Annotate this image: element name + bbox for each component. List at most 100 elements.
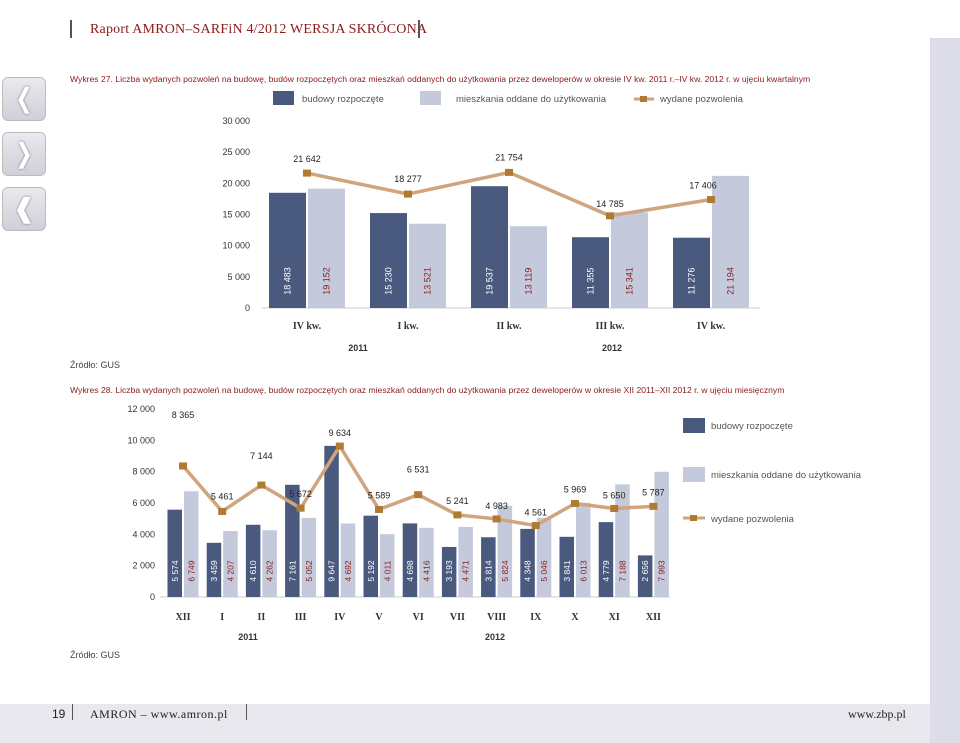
bar-completed xyxy=(576,502,591,597)
bar-completed xyxy=(615,484,630,597)
y-tick-label: 8 000 xyxy=(132,467,155,477)
bar-completed xyxy=(262,530,277,597)
bar-completed xyxy=(340,523,356,597)
permits-marker xyxy=(492,515,501,523)
report-title: Raport AMRON–SARFiN 4/2012 WERSJA SKRÓCO… xyxy=(90,22,428,37)
bar-started xyxy=(441,546,457,597)
y-tick-label: 20 000 xyxy=(222,178,250,188)
permits-marker xyxy=(649,502,658,510)
bar-completed xyxy=(458,526,473,597)
permits-marker xyxy=(505,168,513,176)
data-label-completed: 6 013 xyxy=(578,560,588,582)
y-tick-label: 6 000 xyxy=(132,498,155,508)
header-divider-left xyxy=(70,20,72,38)
footer-amron-link[interactable]: AMRON – www.amron.pl xyxy=(90,707,228,721)
prev-page-button[interactable]: ❬ xyxy=(2,77,46,121)
data-label-permits: 9 634 xyxy=(329,428,352,438)
legend-swatch-started xyxy=(273,91,294,105)
data-label-completed: 7 188 xyxy=(617,560,627,582)
bar-started xyxy=(559,536,574,597)
legend-label-started: budowy rozpoczęte xyxy=(711,421,793,432)
bar-started xyxy=(363,515,378,597)
x-category-label: III kw. xyxy=(596,321,625,332)
y-tick-label: 10 000 xyxy=(222,241,250,251)
x-category-label: I kw. xyxy=(397,321,419,332)
data-label-started: 2 656 xyxy=(640,560,650,582)
data-label-permits: 5 241 xyxy=(446,496,469,506)
bar-completed xyxy=(497,505,513,597)
data-label-completed: 4 262 xyxy=(265,560,275,582)
chart28-caption: Wykres 28. Liczba wydanych pozwoleń na b… xyxy=(70,385,785,395)
data-label-started: 4 610 xyxy=(248,560,258,582)
x-category-label: VI xyxy=(413,612,424,623)
data-label-completed: 5 046 xyxy=(539,560,549,582)
bar-started xyxy=(245,524,261,597)
x-category-label: II kw. xyxy=(496,321,522,332)
data-label-permits: 5 461 xyxy=(211,491,234,501)
data-label-started: 7 161 xyxy=(287,560,297,582)
data-label-permits: 5 589 xyxy=(368,490,391,500)
data-label-completed: 13 521 xyxy=(423,267,433,295)
permits-marker xyxy=(453,511,462,519)
legend-label-permits: wydane pozwolenia xyxy=(710,514,795,525)
permits-marker xyxy=(414,491,423,499)
footer-zbp-link[interactable]: www.zbp.pl xyxy=(848,707,906,721)
x-year-label: 2011 xyxy=(348,343,368,353)
data-label-permits: 5 650 xyxy=(603,490,626,500)
legend-swatch-started xyxy=(683,418,705,433)
x-category-label: VIII xyxy=(487,612,506,623)
data-label-started: 3 841 xyxy=(562,560,572,582)
x-category-label: I xyxy=(220,612,224,623)
x-category-label: X xyxy=(571,612,579,623)
data-label-permits: 21 754 xyxy=(495,152,523,162)
permits-marker xyxy=(303,169,311,177)
x-year-label: 2012 xyxy=(602,343,622,353)
y-tick-label: 10 000 xyxy=(127,435,155,445)
bar-completed xyxy=(419,527,434,597)
data-label-permits: 6 531 xyxy=(407,465,430,475)
legend-label-permits: wydane pozwolenia xyxy=(659,94,744,105)
first-page-button[interactable]: ❰ xyxy=(2,187,46,231)
data-label-permits: 18 277 xyxy=(394,174,422,184)
bar-completed xyxy=(510,226,547,308)
x-category-label: XI xyxy=(609,612,620,623)
data-label-completed: 5 052 xyxy=(304,560,314,582)
x-category-label: III xyxy=(295,612,307,623)
data-label-started: 4 348 xyxy=(523,560,533,582)
legend-marker-permits xyxy=(640,96,647,102)
y-tick-label: 2 000 xyxy=(132,561,155,571)
data-label-started: 4 779 xyxy=(601,560,611,582)
x-category-label: V xyxy=(375,612,383,623)
bar-completed xyxy=(223,531,238,597)
data-label-permits: 5 969 xyxy=(564,484,587,494)
data-label-completed: 13 119 xyxy=(524,268,534,295)
data-label-completed: 4 471 xyxy=(461,560,471,582)
permits-marker xyxy=(257,481,266,489)
permits-marker xyxy=(571,499,579,507)
y-tick-label: 30 000 xyxy=(222,116,250,126)
page-number: 19 xyxy=(52,707,66,721)
data-label-started: 3 459 xyxy=(209,560,219,582)
bar-started xyxy=(673,237,710,308)
y-tick-label: 0 xyxy=(245,303,250,313)
bar-started xyxy=(370,213,407,308)
bar-started xyxy=(402,523,418,597)
x-category-label: XII xyxy=(646,612,661,623)
bar-started xyxy=(285,484,300,597)
data-label-started: 4 698 xyxy=(405,560,415,582)
data-label-completed: 6 749 xyxy=(186,560,196,582)
data-label-started: 11 276 xyxy=(687,268,697,295)
x-year-label: 2012 xyxy=(485,632,505,642)
footer-divider-left xyxy=(72,704,73,720)
data-label-permits: 7 144 xyxy=(250,451,273,461)
bar-completed xyxy=(611,212,648,308)
data-label-started: 9 647 xyxy=(327,560,337,582)
bar-started xyxy=(598,522,614,597)
permits-marker xyxy=(335,442,344,450)
next-page-button[interactable]: ❭ xyxy=(2,132,46,176)
data-label-started: 3 814 xyxy=(483,560,493,582)
data-label-completed: 19 152 xyxy=(322,267,332,295)
chevron-right-icon: ❭ xyxy=(13,139,35,169)
footer-strip xyxy=(0,704,930,743)
